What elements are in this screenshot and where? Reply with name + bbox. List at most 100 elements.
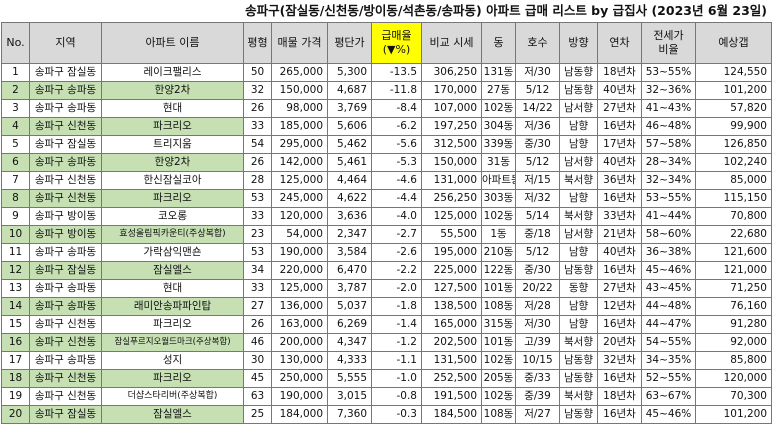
size-cell: 53 (243, 243, 272, 262)
building-age-cell: 21년차 (597, 225, 642, 244)
direction-cell: 남동향 (559, 63, 598, 82)
unit-price-cell: 4,347 (327, 333, 372, 352)
row-no-cell: 8 (1, 189, 30, 208)
discount-rate-cell: -5.3 (371, 153, 422, 172)
compare-price-cell: 165,000 (421, 315, 482, 334)
compare-price-cell: 131,500 (421, 351, 482, 370)
apartment-name-cell: 성지 (101, 351, 244, 370)
apartment-name-cell: 한신잠실코아 (101, 171, 244, 190)
size-cell: 33 (243, 117, 272, 136)
jeonse-ratio-cell: 43~45% (641, 279, 696, 298)
row-no-cell: 15 (1, 315, 30, 334)
building-age-cell: 16년차 (597, 117, 642, 136)
table-row: 17 송파구 송파동 성지 30 130,000 4,333 -1.1 131,500 102동… (1, 351, 772, 370)
discount-rate-cell: -1.1 (371, 351, 422, 370)
size-cell: 32 (243, 81, 272, 100)
table-row: 16 송파구 신천동 잠실푸르지오월드마크(주상복합) 46 200,000 4,347-… (1, 333, 772, 352)
col-header-size: 평형 (243, 22, 272, 64)
jeonse-ratio-cell: 28~34% (641, 153, 696, 172)
row-no-cell: 19 (1, 387, 30, 406)
discount-rate-cell: -0.3 (371, 405, 422, 424)
building-cell: 303동 (481, 189, 516, 208)
header-row: No. 지역 아파트 이름 평형 매물 가격 평단가 급매율 (▼%) 비교 시세… (1, 22, 772, 64)
compare-price-cell: 127,500 (421, 279, 482, 298)
region-cell: 송파구 송파동 (29, 99, 102, 118)
table-row: 7 송파구 신천동 한신잠실코아 28 125,000 4,464 -4.6 131,000 아… (1, 171, 772, 190)
apartment-name-cell: 잠실엘스 (101, 405, 244, 424)
region-cell: 송파구 신천동 (29, 189, 102, 208)
size-cell: 45 (243, 369, 272, 388)
jeonse-ratio-cell: 36~38% (641, 243, 696, 262)
size-cell: 23 (243, 225, 272, 244)
compare-price-cell: 131,000 (421, 171, 482, 190)
price-cell: 98,000 (271, 99, 328, 118)
price-cell: 150,000 (271, 81, 328, 100)
table-row: 5 송파구 잠실동 트리지움 54 295,000 5,462 -5.6 312,500 339… (1, 135, 772, 154)
building-age-cell: 40년차 (597, 153, 642, 172)
size-cell: 53 (243, 189, 272, 208)
expected-gap-cell: 101,200 (695, 81, 772, 100)
building-cell: 27동 (481, 81, 516, 100)
expected-gap-cell: 70,300 (695, 387, 772, 406)
price-cell: 265,000 (271, 63, 328, 82)
unit-price-cell: 3,769 (327, 99, 372, 118)
building-cell: 315동 (481, 315, 516, 334)
expected-gap-cell: 85,800 (695, 351, 772, 370)
building-cell: 102동 (481, 99, 516, 118)
direction-cell: 북서향 (559, 333, 598, 352)
price-cell: 136,000 (271, 297, 328, 316)
jeonse-ratio-cell: 45~46% (641, 405, 696, 424)
direction-cell: 동향 (559, 279, 598, 298)
table-row: 8 송파구 신천동 파크리오 53 245,000 4,622 -4.4 256,250 303… (1, 189, 772, 208)
table-row: 3 송파구 송파동 현대 26 98,000 3,769 -8.4 107,000 102동 14… (1, 99, 772, 118)
expected-gap-cell: 22,680 (695, 225, 772, 244)
table-row: 9 송파구 방이동 코오롱 33 120,000 3,636 -4.0 125,000 102동… (1, 207, 772, 226)
unit-floor-cell: 중/18 (515, 225, 560, 244)
region-cell: 송파구 송파동 (29, 81, 102, 100)
building-age-cell: 40년차 (597, 243, 642, 262)
building-age-cell: 16년차 (597, 369, 642, 388)
jeonse-ratio-cell: 44~48% (641, 297, 696, 316)
unit-floor-cell: 중/30 (515, 135, 560, 154)
region-cell: 송파구 잠실동 (29, 405, 102, 424)
region-cell: 송파구 송파동 (29, 297, 102, 316)
col-header-region: 지역 (29, 22, 102, 64)
col-header-direction: 방향 (559, 22, 598, 64)
region-cell: 송파구 신천동 (29, 117, 102, 136)
unit-floor-cell: 저/30 (515, 63, 560, 82)
table-row: 11 송파구 송파동 가락삼익맨숀 53 190,000 3,584 -2.6 195,000… (1, 243, 772, 262)
table-row: 15 송파구 신천동 파크리오 26 163,000 6,269 -1.4 165,000 31… (1, 315, 772, 334)
unit-price-cell: 4,622 (327, 189, 372, 208)
expected-gap-cell: 85,000 (695, 171, 772, 190)
unit-price-cell: 5,555 (327, 369, 372, 388)
discount-rate-cell: -2.2 (371, 261, 422, 280)
expected-gap-cell: 124,550 (695, 63, 772, 82)
direction-cell: 남동향 (559, 351, 598, 370)
building-cell: 101동 (481, 279, 516, 298)
row-no-cell: 9 (1, 207, 30, 226)
expected-gap-cell: 57,820 (695, 99, 772, 118)
discount-rate-cell: -1.4 (371, 315, 422, 334)
direction-cell: 남향 (559, 297, 598, 316)
unit-price-cell: 2,347 (327, 225, 372, 244)
expected-gap-cell: 101,200 (695, 405, 772, 424)
direction-cell: 북서향 (559, 387, 598, 406)
unit-floor-cell: 고/39 (515, 333, 560, 352)
compare-price-cell: 170,000 (421, 81, 482, 100)
building-cell: 108동 (481, 297, 516, 316)
unit-floor-cell: 5/14 (515, 207, 560, 226)
price-cell: 220,000 (271, 261, 328, 280)
row-no-cell: 18 (1, 369, 30, 388)
region-cell: 송파구 신천동 (29, 171, 102, 190)
direction-cell: 남서향 (559, 99, 598, 118)
jeonse-ratio-cell: 58~60% (641, 225, 696, 244)
building-cell: 122동 (481, 261, 516, 280)
apartment-name-cell: 파크리오 (101, 189, 244, 208)
region-cell: 송파구 송파동 (29, 243, 102, 262)
unit-price-cell: 3,015 (327, 387, 372, 406)
expected-gap-cell: 70,800 (695, 207, 772, 226)
building-age-cell: 20년차 (597, 333, 642, 352)
col-header-building: 동 (481, 22, 516, 64)
building-cell: 아파트동 (481, 171, 516, 190)
building-age-cell: 40년차 (597, 81, 642, 100)
